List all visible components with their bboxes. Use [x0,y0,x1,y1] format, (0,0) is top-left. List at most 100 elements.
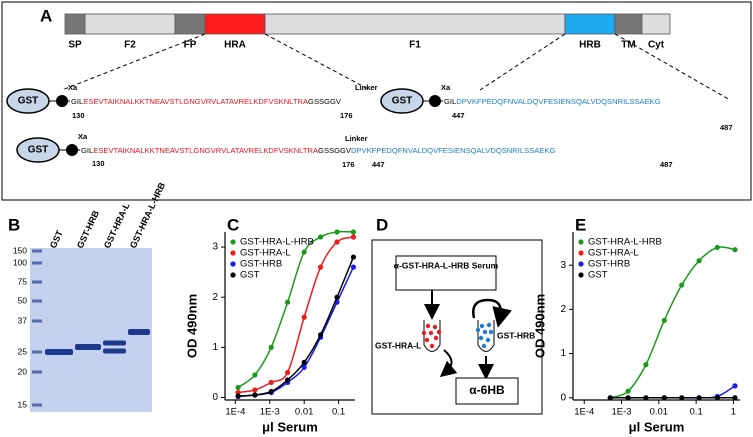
data-point [350,229,357,235]
residue-number: 176 [340,111,353,120]
legend-label: GST-HRA-L-HRB [588,237,662,248]
y-tick-label: 0 [560,392,566,403]
y-tick-label: 0 [212,392,218,403]
xa-label: Xa [78,132,88,141]
domain-label: FP [184,40,197,51]
protein-band [45,349,73,355]
x-tick-label: 1E-4 [225,407,245,418]
blue-beads [475,322,494,349]
protein-band [75,344,101,350]
xa-site [429,95,441,107]
data-point [661,317,667,324]
x-tick-label: 1E-4 [574,407,594,418]
linker-seq: GSSGGV [308,97,342,106]
linker-label: Linker [355,83,378,92]
panel-label: E [575,215,586,234]
panel-label: D [376,215,388,234]
data-point [235,384,241,391]
residue-number: 130 [72,111,85,120]
ladder-label: 20 [18,366,28,376]
xa-label: Xa [441,83,451,92]
data-point [317,332,324,338]
ladder-label: 25 [18,346,28,356]
ladder-band [32,299,42,303]
sequence: GILESEVTAIKNALKKTNEAVSTLGNGVRVLATAVRELKD… [71,97,342,106]
data-point [625,395,631,401]
y-axis-label: OD 490nm [184,294,199,358]
domain-label: SP [68,40,82,51]
ladder-label: 15 [18,399,28,409]
legend-marker [230,272,236,278]
data-point [301,249,307,255]
residue-number: 487 [660,160,673,169]
xa-site [66,144,78,156]
data-point [252,372,258,378]
ladder-band [32,350,42,354]
lane-label: GST [48,228,65,249]
x-tick-label: 0.01 [650,407,669,418]
gst-label: GST [18,96,39,107]
domain-label: F2 [124,40,136,51]
domain-label: HRA [224,40,246,51]
legend-marker [578,261,584,267]
protein-band [103,340,126,346]
data-point [235,393,241,399]
legend-label: GST [588,270,608,281]
prefix: GIL [81,146,93,155]
data-point [317,264,324,270]
data-point [268,344,274,350]
domain [64,13,86,35]
y-tick-label: 2 [560,304,566,315]
legend-marker [578,250,584,256]
linker-seq: GSSGGV [318,146,352,155]
data-point [679,282,685,288]
guide-lines [61,33,731,101]
y-tick-label: 1 [560,348,566,359]
legend-label: GST-HRA-L-HRB [240,237,314,248]
panel-d-frame [371,239,543,415]
legend-marker [578,239,584,245]
linker-label: Linker [345,134,368,143]
data-point [696,395,702,401]
data-point [285,299,291,305]
data-point [268,379,274,386]
protein-band [128,329,150,335]
x-tick-label: 1E-3 [260,407,280,418]
domain-label: Cyt [648,40,665,51]
data-point [643,362,649,368]
domain [204,13,266,35]
ladder-label: 37 [18,315,28,325]
serum-box [395,255,497,291]
panel-label: B [8,215,20,234]
ladder-band [32,261,42,265]
prefix: GIL [444,97,456,106]
antigen-label: GST-HRB [497,330,535,340]
ladder-label: 75 [18,276,28,286]
data-point [334,294,340,300]
sequence: GILDPVKFPEDQFNVALDQVFESIENSQALVDQSNRILSS… [444,97,661,106]
domain-bar: SP F2 FP HRA F1 HRB TM Cyt [64,13,671,51]
legend-label: GST-HRB [588,259,630,270]
data-point [661,395,667,401]
ladder-band [32,370,42,374]
xa-label: Xa [68,83,78,92]
data-point [317,234,324,240]
domain [174,13,206,35]
ladder-band [32,280,42,284]
result-label: α-6HB [469,383,505,397]
ladder-band [32,249,42,253]
data-point [334,239,340,245]
data-point [714,395,720,401]
data-point [625,388,631,394]
x-axis-label: μl Serum [262,419,318,434]
x-tick-label: 0.1 [332,407,345,418]
data-point [350,264,357,270]
domain [614,13,643,35]
sequence: GILESEVTAIKNALKKTNEAVSTLGNGVRVLATAVRELKD… [81,146,555,155]
ladder-label: 100 [13,257,27,267]
legend-marker [230,250,236,256]
residue-number: 487 [720,123,733,132]
x-tick-label: 1 [731,407,736,418]
x-tick-label: 1E-3 [611,407,631,418]
